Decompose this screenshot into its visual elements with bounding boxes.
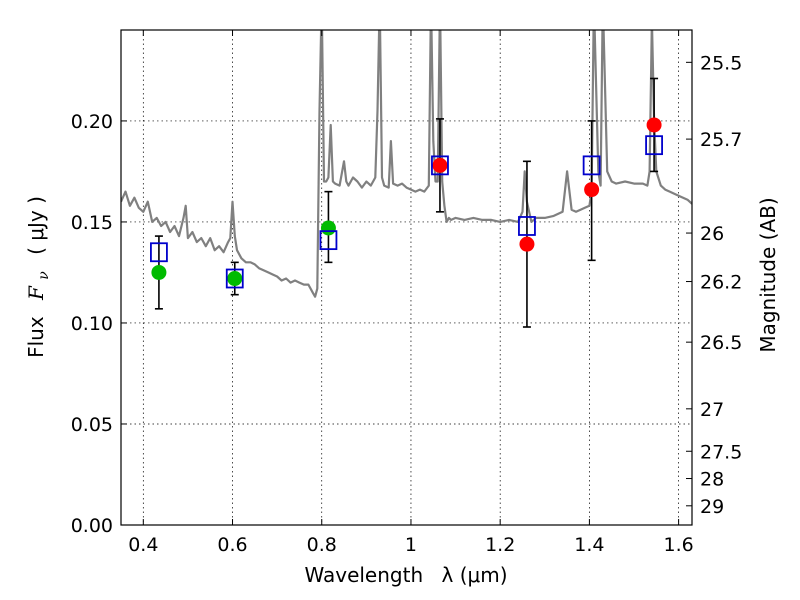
y2-tick-label: 27.5 xyxy=(700,441,742,463)
y-axis-label-text: Flux xyxy=(24,316,48,358)
model-square-marker xyxy=(518,216,536,236)
observed-circle-marker xyxy=(519,236,535,252)
model-square-marker xyxy=(582,155,601,176)
model-square-marker xyxy=(150,242,168,263)
y2-tick-label: 26 xyxy=(700,223,724,245)
y-tick-label: 0.20 xyxy=(71,111,113,133)
observed-circle-marker xyxy=(227,271,243,287)
y-tick-label: 0.15 xyxy=(71,212,113,234)
x-tick-label: 0.4 xyxy=(128,534,158,556)
y-axis-label-sub: ν xyxy=(36,271,52,280)
model-square-marker xyxy=(645,135,663,156)
observed-circle-marker xyxy=(432,157,448,173)
y2-axis-label: Magnitude (AB) xyxy=(756,197,780,352)
y2-tick-label: 25.7 xyxy=(700,129,742,151)
plot-frame xyxy=(120,29,693,526)
model-spectrum-line xyxy=(121,30,692,298)
observed-circle-marker xyxy=(646,117,662,133)
observed-circle-marker xyxy=(151,264,167,280)
data-layer xyxy=(121,30,692,298)
model-square-marker xyxy=(319,230,338,251)
y2-tick-label: 28 xyxy=(700,469,724,491)
y2-tick-label: 26.2 xyxy=(700,272,742,294)
x-tick-label: 1 xyxy=(405,534,417,556)
model-square-marker xyxy=(431,155,449,176)
x-tick-label: 1.2 xyxy=(485,534,515,556)
x-axis-label-math: λ (μm) xyxy=(442,563,508,587)
y2-tick-label: 26.5 xyxy=(700,332,742,354)
x-tick-label: 1.4 xyxy=(574,534,604,556)
y-axis-label-unit: ( μJy ) xyxy=(24,196,48,255)
y-tick-label: 0.05 xyxy=(71,414,113,436)
x-tick-label: 0.8 xyxy=(307,534,337,556)
y-tick-label: 0.10 xyxy=(71,313,113,335)
y2-tick-label: 25.5 xyxy=(700,52,742,74)
observed-circle-marker xyxy=(584,182,600,198)
model-square-marker xyxy=(225,268,244,289)
y-axis-label-math: F xyxy=(24,285,48,301)
y-tick-label: 0.00 xyxy=(71,515,113,537)
y2-tick-label: 29 xyxy=(700,496,724,518)
x-tick-label: 0.6 xyxy=(217,534,247,556)
x-axis-label-text: Wavelength xyxy=(304,563,423,587)
y2-tick-label: 27 xyxy=(700,399,724,421)
y-axis-label: Flux F ν ( μJy ) xyxy=(24,196,53,358)
x-axis-label: Wavelength λ (μm) xyxy=(304,563,507,587)
marker-layer xyxy=(150,117,663,289)
observed-circle-marker xyxy=(320,220,336,236)
tick-layer: 0.4 0.6 0.8 1 1.2 1.4 1.6 0.00 0.05 0.10 0.15 0.20 2… xyxy=(71,30,742,556)
x-tick-label: 1.6 xyxy=(664,534,694,556)
